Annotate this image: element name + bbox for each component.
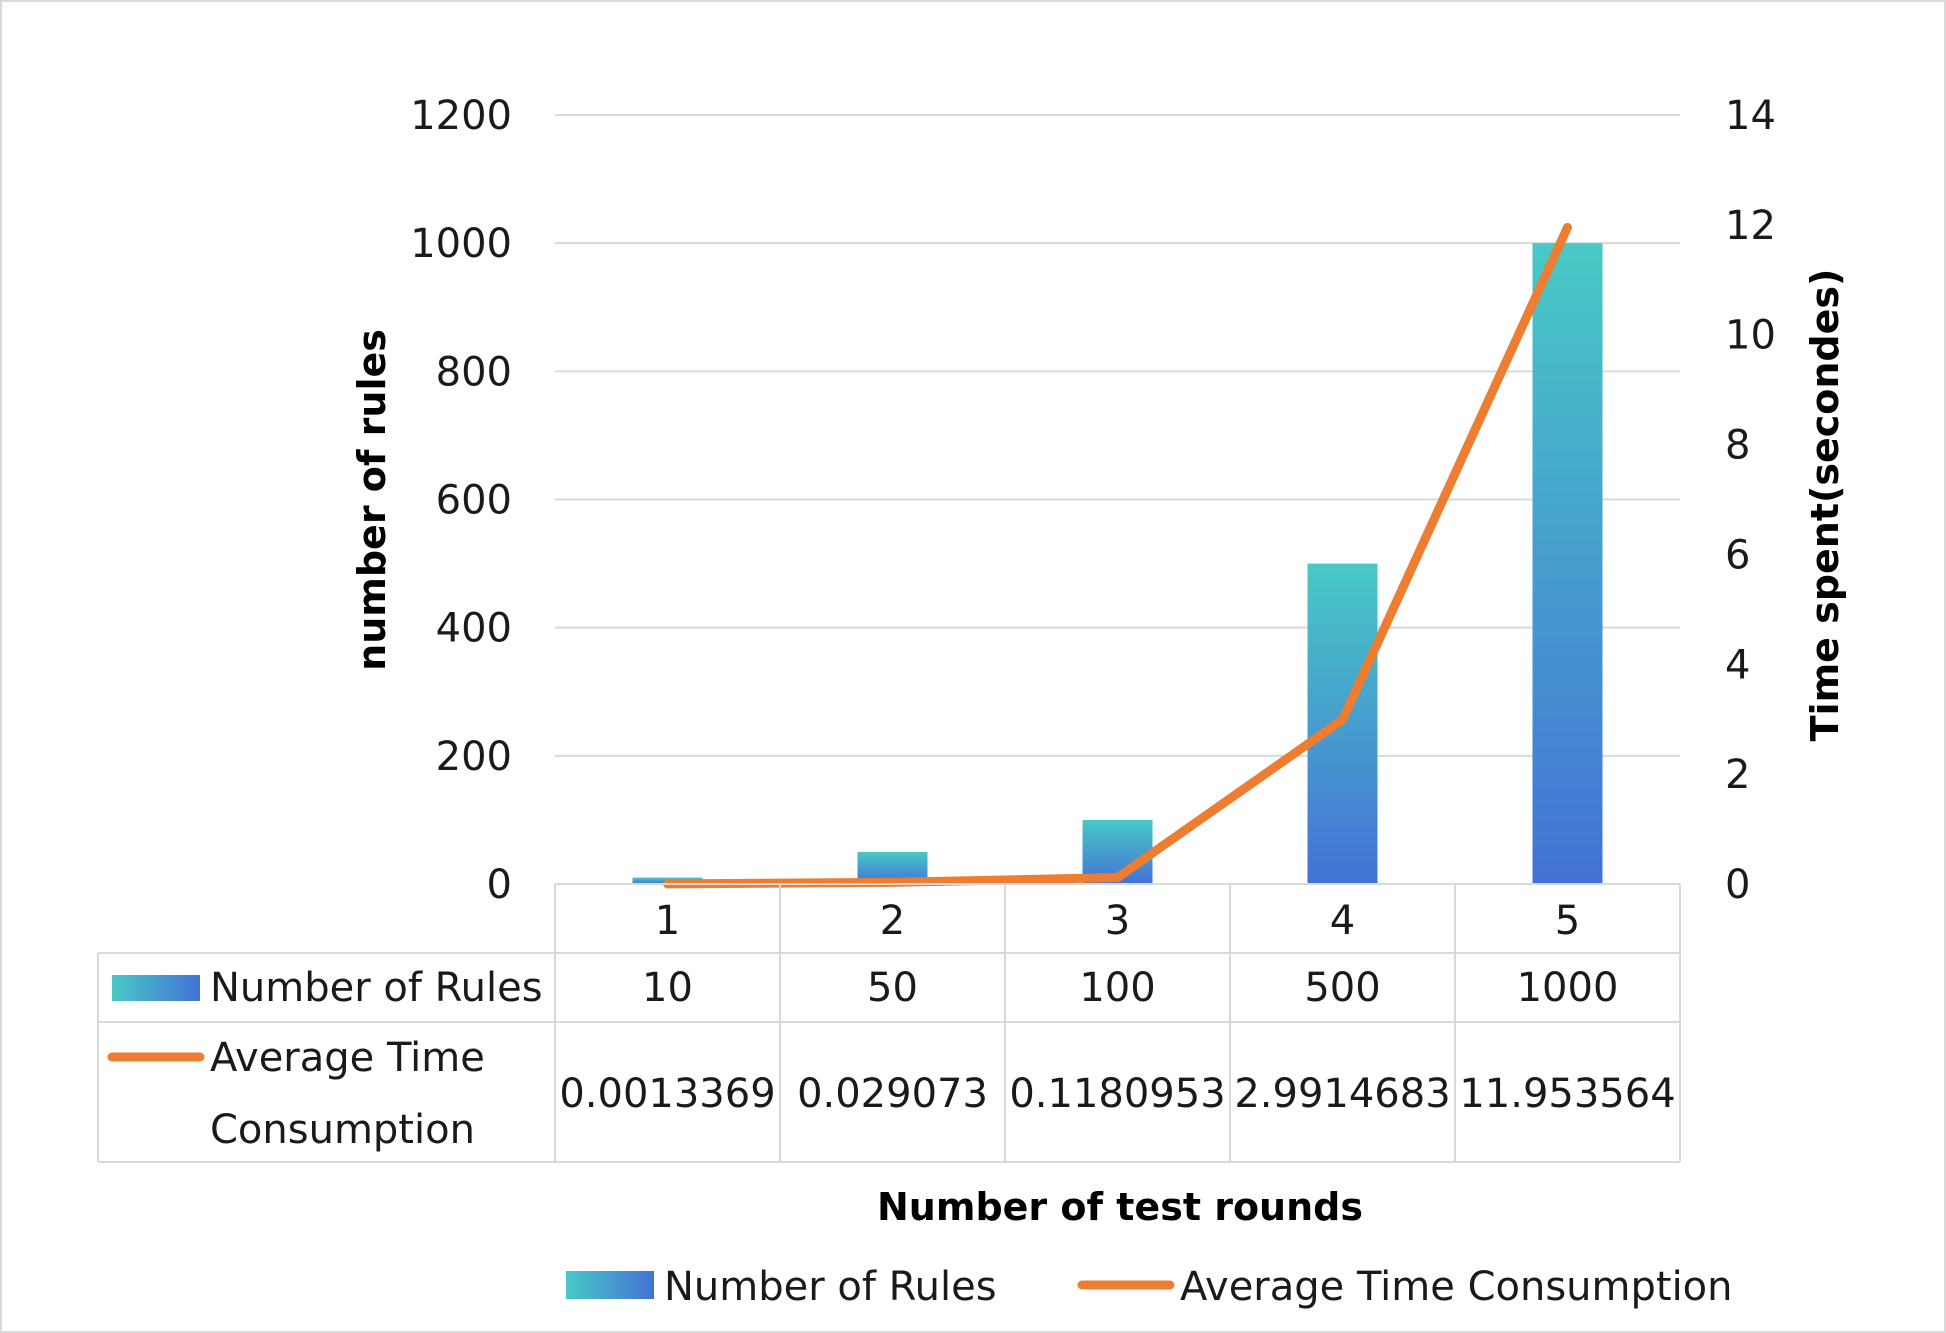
table-cell: 11.953564: [1459, 1071, 1675, 1117]
table-cell: 0.0013369: [559, 1071, 775, 1117]
data-table: 1 2 3 4 5 Number of Rules Average Time Consumpt…: [97, 883, 1681, 1163]
x-tick-label: 4: [1330, 898, 1355, 944]
right-tick-label: 4: [1725, 642, 1750, 688]
table-cell: 10: [642, 965, 693, 1011]
x-tick-label: 2: [880, 898, 905, 944]
left-tick-label: 200: [436, 734, 512, 780]
x-tick-label: 1: [655, 898, 680, 944]
left-tick-label: 400: [436, 606, 512, 652]
right-axis-ticks: 0 2 4 6 8 10 12 14: [1725, 93, 1776, 908]
left-tick-label: 0: [487, 862, 512, 908]
right-tick-label: 0: [1725, 862, 1750, 908]
table-row-header: Average Time: [210, 1035, 485, 1081]
right-tick-label: 14: [1725, 93, 1776, 139]
legend-bar-swatch: [566, 1271, 654, 1299]
right-tick-label: 8: [1725, 423, 1750, 469]
right-tick-label: 6: [1725, 532, 1750, 578]
table-row-header: Consumption: [210, 1107, 475, 1153]
table-cell: 1000: [1517, 965, 1619, 1011]
table-cell: 2.9914683: [1234, 1071, 1450, 1117]
right-tick-label: 2: [1725, 752, 1750, 798]
right-tick-label: 12: [1725, 203, 1776, 249]
x-axis-title: Number of test rounds: [877, 1185, 1363, 1229]
right-axis-title: Time spent(secondes): [1803, 269, 1847, 742]
legend-line-label: Average Time Consumption: [1180, 1264, 1733, 1310]
legend: Number of Rules Average Time Consumption: [566, 1264, 1733, 1310]
left-tick-label: 1000: [410, 221, 512, 267]
x-tick-label: 3: [1105, 898, 1130, 944]
table-cell: 0.029073: [797, 1071, 988, 1117]
bar: [1532, 243, 1603, 884]
right-tick-label: 10: [1725, 313, 1776, 359]
table-bar-swatch: [112, 975, 200, 1001]
x-tick-label: 5: [1555, 898, 1580, 944]
left-axis-title: number of rules: [350, 329, 394, 671]
left-axis-ticks: 0 200 400 600 800 1000 1200: [410, 93, 512, 908]
left-tick-label: 1200: [410, 93, 512, 139]
table-row-header: Number of Rules: [210, 965, 543, 1011]
table-cell: 0.1180953: [1009, 1071, 1225, 1117]
table-cell: 100: [1079, 965, 1155, 1011]
left-tick-label: 800: [436, 349, 512, 395]
table-cell: 500: [1304, 965, 1380, 1011]
table-cell: 50: [867, 965, 918, 1011]
legend-bar-label: Number of Rules: [664, 1264, 997, 1310]
left-tick-label: 600: [436, 478, 512, 524]
